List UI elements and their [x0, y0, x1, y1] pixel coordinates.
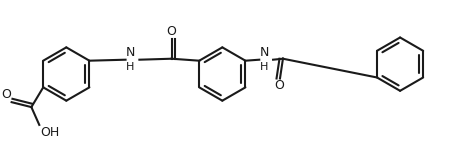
Text: H: H	[126, 62, 135, 72]
Text: H: H	[260, 62, 268, 72]
Text: O: O	[167, 25, 176, 38]
Text: O: O	[274, 79, 284, 92]
Text: N: N	[260, 46, 269, 59]
Text: OH: OH	[40, 126, 60, 139]
Text: O: O	[1, 88, 11, 101]
Text: N: N	[126, 46, 135, 59]
